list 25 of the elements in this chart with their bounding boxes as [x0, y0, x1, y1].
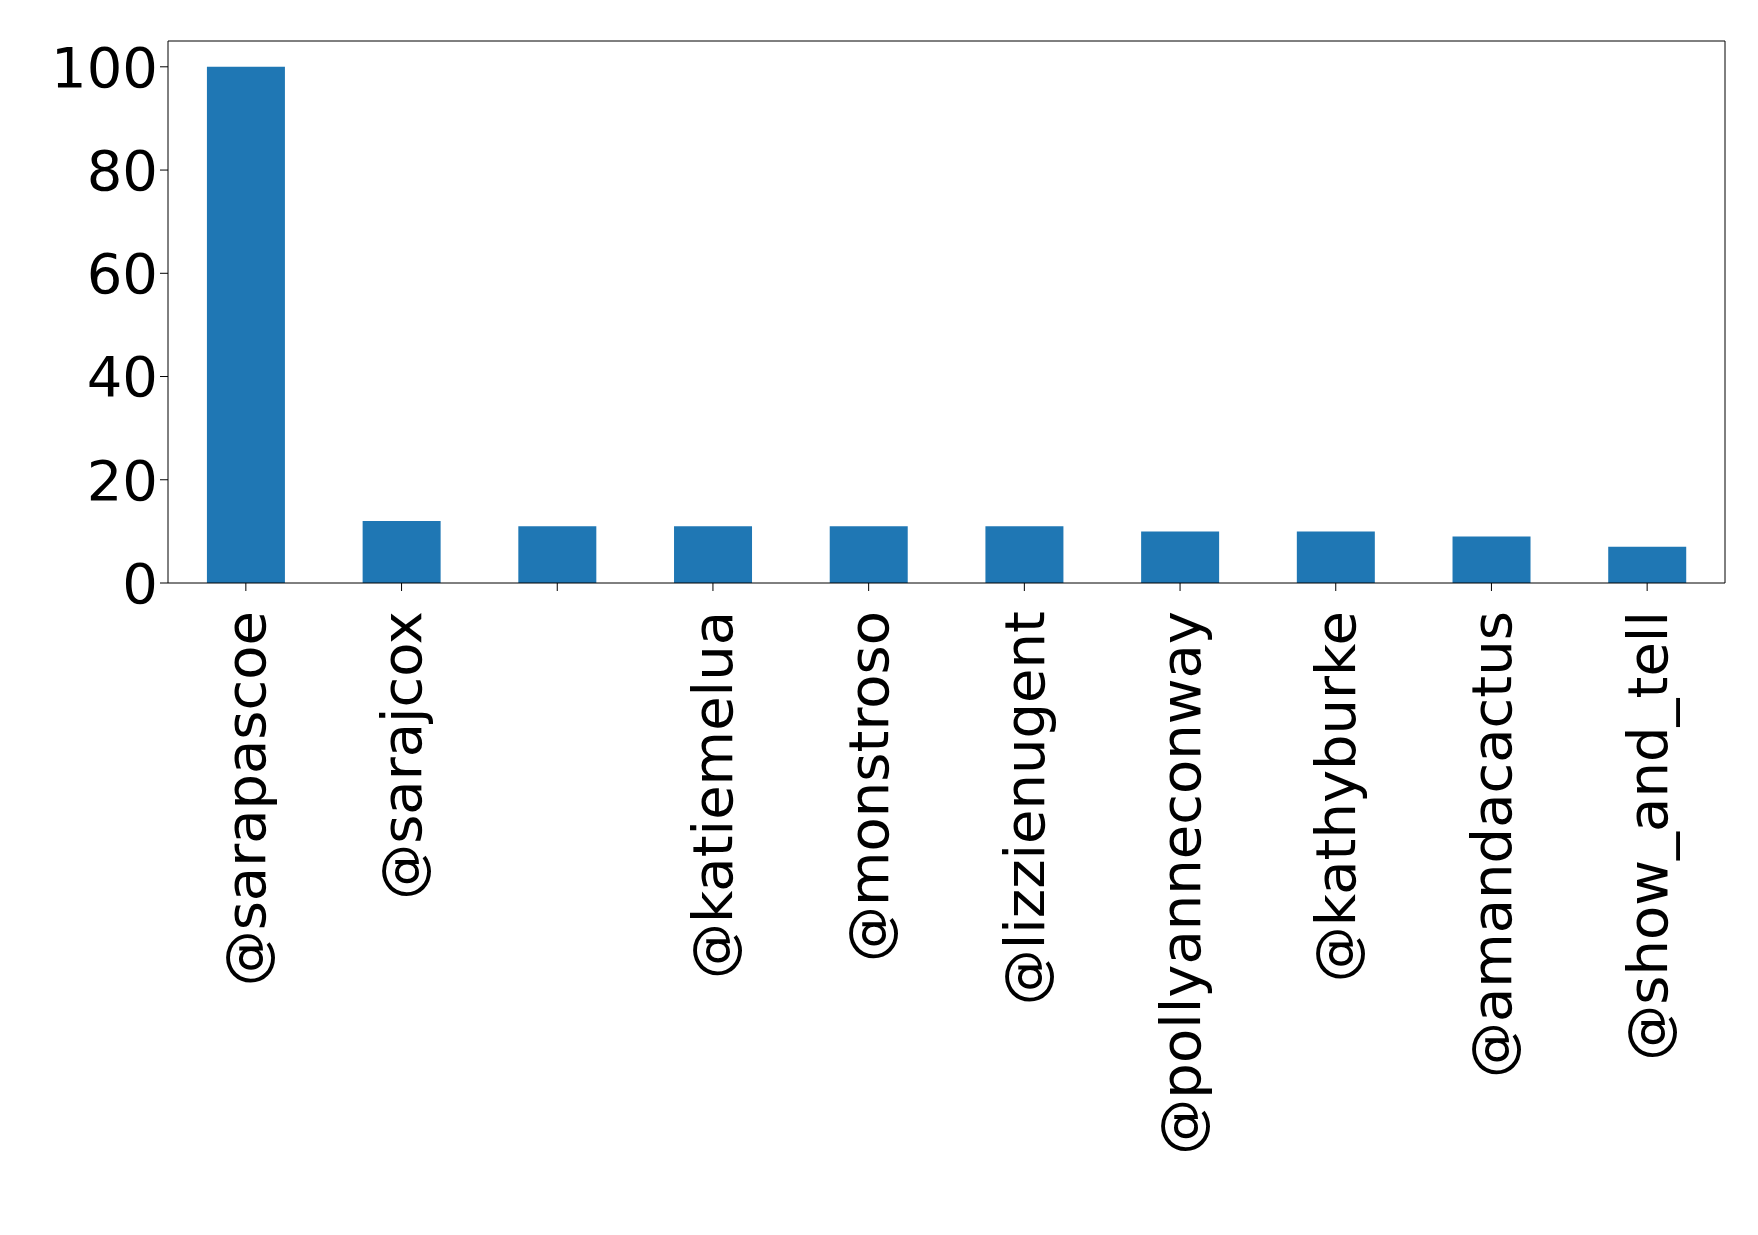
x-tick-label: @sarajcox — [369, 611, 435, 900]
x-tick-label: @pollyanneconway — [1147, 611, 1213, 1155]
bar — [1452, 536, 1531, 583]
y-tick-label: 100 — [51, 34, 158, 100]
x-tick-label: @amandacactus — [1458, 611, 1524, 1079]
y-tick-label: 0 — [122, 550, 158, 616]
y-tick-label: 80 — [86, 137, 158, 203]
bar — [1296, 531, 1375, 583]
bar — [1608, 546, 1687, 583]
bar — [518, 526, 597, 583]
bar — [674, 526, 753, 583]
x-tick-label: @katiemelua — [680, 611, 746, 980]
bar — [362, 521, 441, 583]
x-tick-label: @kathyburke — [1303, 611, 1369, 983]
x-tick-label: @show_and_tell — [1614, 611, 1680, 1061]
bar — [1141, 531, 1220, 583]
bar — [985, 526, 1064, 583]
x-tick-label: @monstroso — [836, 611, 902, 962]
y-tick-label: 20 — [86, 447, 158, 513]
bar — [206, 66, 285, 583]
y-tick-label: 40 — [86, 344, 158, 410]
x-tick-label: @lizzienugent — [991, 611, 1057, 1006]
y-tick-label: 60 — [86, 241, 158, 307]
x-tick-label: @sarapascoe — [213, 611, 279, 987]
bar — [829, 526, 908, 583]
